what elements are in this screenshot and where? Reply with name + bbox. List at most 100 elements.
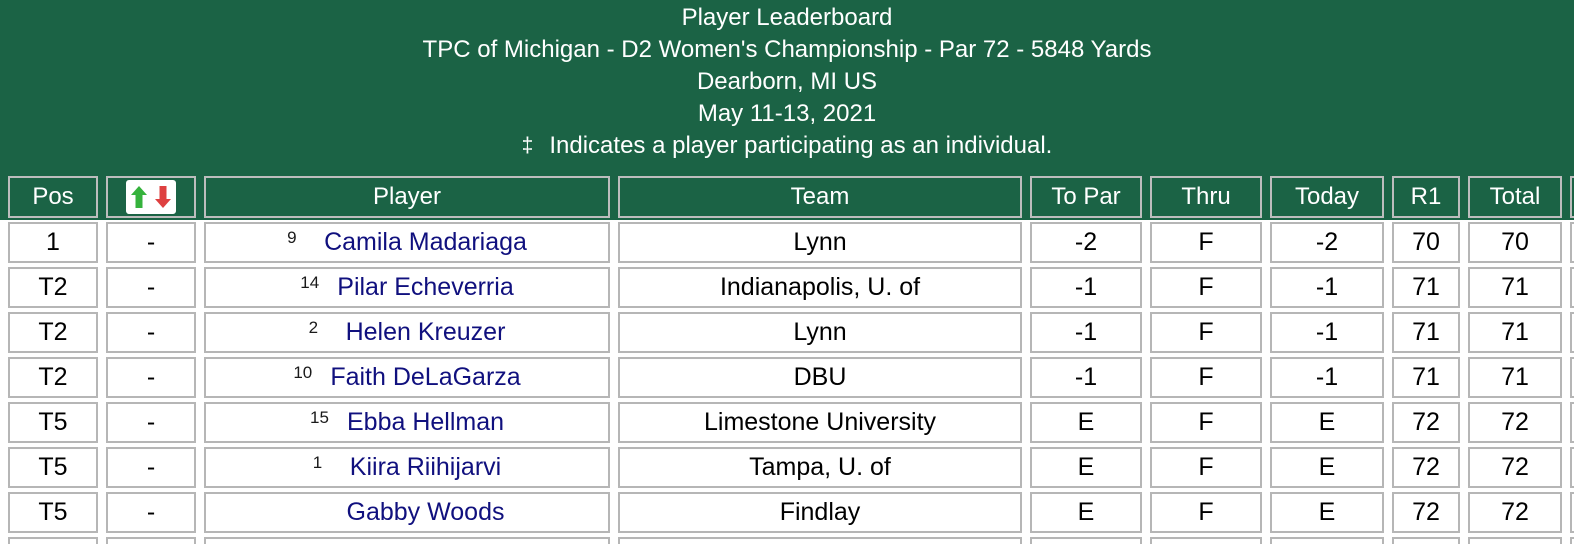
team-header: Team	[618, 176, 1022, 218]
total-cell: 70	[1468, 222, 1562, 263]
header-row: Pos Player Team To Par Thru Today R1 Tot…	[8, 176, 1574, 218]
player-link[interactable]: Kiira Riihijarvi	[349, 453, 502, 481]
team-cell: Lynn	[618, 222, 1022, 263]
player-cell: 1 Kiira Riihijarvi	[204, 447, 610, 488]
table-row: T2 - 14 Pilar Echeverria Indianapolis, U.…	[8, 267, 1574, 308]
thru-cell: F	[1150, 492, 1262, 533]
player-number: 1	[312, 453, 323, 472]
total-cell: 71	[1468, 357, 1562, 398]
cutoff-column-cell	[1570, 357, 1574, 398]
table-row: T5 - 1 Kiira Riihijarvi Tampa, U. of E F …	[8, 447, 1574, 488]
team-cell: Findlay	[618, 492, 1022, 533]
today-cell: E	[1270, 402, 1384, 443]
team-cell: DBU	[618, 357, 1022, 398]
position-cell: 1	[8, 222, 98, 263]
r1-cell: 72	[1392, 447, 1460, 488]
partial-cell	[1030, 537, 1142, 544]
cutoff-column-cell	[1570, 222, 1574, 263]
to-par-cell: -1	[1030, 357, 1142, 398]
partial-cell	[618, 537, 1022, 544]
sort-header	[106, 176, 196, 218]
thru-cell: F	[1150, 222, 1262, 263]
movement-cell: -	[106, 447, 196, 488]
total-header: Total	[1468, 176, 1562, 218]
tournament-banner: Player Leaderboard TPC of Michigan - D2 …	[0, 0, 1574, 172]
position-cell: T2	[8, 312, 98, 353]
leaderboard-body: 1 - 9 Camila Madariaga Lynn -2 F -2 70 70…	[8, 222, 1574, 544]
thru-header: Thru	[1150, 176, 1262, 218]
total-cell: 71	[1468, 312, 1562, 353]
team-cell: Lynn	[618, 312, 1022, 353]
player-cell: 15 Ebba Hellman	[204, 402, 610, 443]
cutoff-column-cell	[1570, 312, 1574, 353]
table-row: T5 - Gabby Woods Findlay E F E 72 72	[8, 492, 1574, 533]
partial-cell	[1570, 537, 1574, 544]
team-cell: Limestone University	[618, 402, 1022, 443]
movement-cell: -	[106, 357, 196, 398]
today-cell: -2	[1270, 222, 1384, 263]
thru-cell: F	[1150, 267, 1262, 308]
cutoff-column-cell	[1570, 402, 1574, 443]
position-cell: T5	[8, 447, 98, 488]
sort-arrows-icon	[131, 186, 171, 208]
player-cell: 9 Camila Madariaga	[204, 222, 610, 263]
team-cell: Tampa, U. of	[618, 447, 1022, 488]
r1-cell: 71	[1392, 312, 1460, 353]
position-cell: T5	[8, 402, 98, 443]
to-par-cell: -1	[1030, 267, 1142, 308]
player-cell: 10 Faith DeLaGarza	[204, 357, 610, 398]
player-number: 15	[309, 408, 329, 427]
r1-cell: 70	[1392, 222, 1460, 263]
to-par-cell: E	[1030, 447, 1142, 488]
sort-down-arrow-icon	[155, 186, 171, 208]
individual-note: ‡ Indicates a player participating as an …	[0, 130, 1574, 162]
movement-cell: -	[106, 267, 196, 308]
to-par-cell: -2	[1030, 222, 1142, 263]
to-par-cell: -1	[1030, 312, 1142, 353]
partial-cell	[1468, 537, 1562, 544]
player-number: 10	[293, 363, 313, 382]
position-cell: T2	[8, 267, 98, 308]
to-par-header: To Par	[1030, 176, 1142, 218]
cutoff-column-header	[1570, 176, 1574, 218]
tournament-info: TPC of Michigan - D2 Women's Championshi…	[422, 36, 1152, 63]
movement-cell: -	[106, 312, 196, 353]
leaderboard-table: Pos Player Team To Par Thru Today R1 Tot…	[0, 172, 1574, 544]
player-link[interactable]: Gabby Woods	[346, 498, 505, 526]
cutoff-column-cell	[1570, 267, 1574, 308]
team-cell: Indianapolis, U. of	[618, 267, 1022, 308]
to-par-cell: E	[1030, 492, 1142, 533]
player-header: Player	[204, 176, 610, 218]
player-link[interactable]: Camila Madariaga	[324, 228, 527, 256]
player-link[interactable]: Pilar Echeverria	[337, 273, 514, 301]
sort-up-arrow-icon	[131, 186, 147, 208]
tournament-dates: May 11-13, 2021	[697, 100, 877, 127]
thru-cell: F	[1150, 312, 1262, 353]
partial-cell	[1270, 537, 1384, 544]
individual-note-text: Indicates a player participating as an i…	[549, 132, 1053, 159]
table-row: 1 - 9 Camila Madariaga Lynn -2 F -2 70 70	[8, 222, 1574, 263]
partial-cell	[204, 537, 610, 544]
player-link[interactable]: Ebba Hellman	[346, 408, 505, 436]
r1-header: R1	[1392, 176, 1460, 218]
today-cell: -1	[1270, 312, 1384, 353]
player-link[interactable]: Helen Kreuzer	[345, 318, 506, 346]
player-number: 9	[287, 228, 297, 247]
thru-cell: F	[1150, 357, 1262, 398]
table-row: T2 - 10 Faith DeLaGarza DBU -1 F -1 71 71	[8, 357, 1574, 398]
partial-cell	[1392, 537, 1460, 544]
total-cell: 72	[1468, 402, 1562, 443]
player-link[interactable]: Faith DeLaGarza	[330, 363, 521, 391]
today-cell: -1	[1270, 267, 1384, 308]
r1-cell: 72	[1392, 492, 1460, 533]
player-cell: 2 Helen Kreuzer	[204, 312, 610, 353]
movement-cell: -	[106, 222, 196, 263]
today-cell: -1	[1270, 357, 1384, 398]
player-cell: 14 Pilar Echeverria	[204, 267, 610, 308]
today-cell: E	[1270, 492, 1384, 533]
sort-button[interactable]	[126, 180, 176, 214]
table-row: T2 - 2 Helen Kreuzer Lynn -1 F -1 71 71	[8, 312, 1574, 353]
cutoff-column-cell	[1570, 447, 1574, 488]
partial-cell	[1150, 537, 1262, 544]
